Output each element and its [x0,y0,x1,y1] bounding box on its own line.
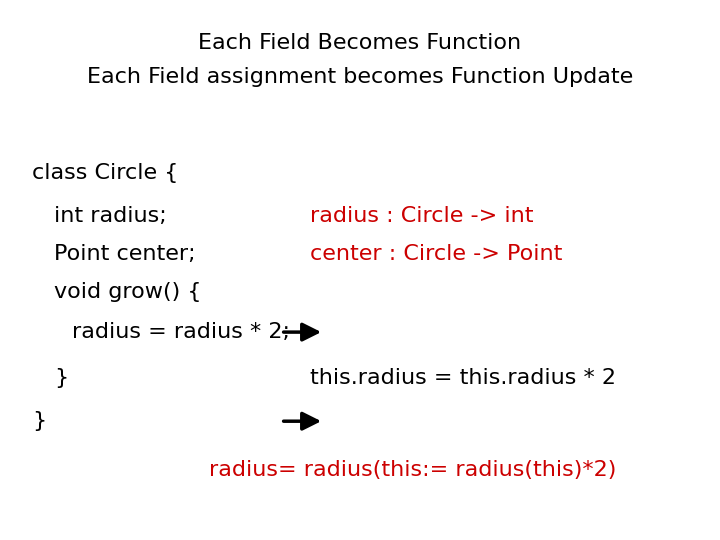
Text: Point center;: Point center; [54,244,196,264]
Text: void grow() {: void grow() { [54,281,202,302]
Text: radius= radius(this:= radius(this)*2): radius= radius(this:= radius(this)*2) [209,460,616,480]
Text: }: } [54,368,68,388]
Text: Each Field assignment becomes Function Update: Each Field assignment becomes Function U… [87,66,633,87]
Text: class Circle {: class Circle { [32,163,179,183]
Text: int radius;: int radius; [54,206,167,226]
Text: Each Field Becomes Function: Each Field Becomes Function [199,33,521,53]
Text: }: } [32,411,47,431]
Text: center : Circle -> Point: center : Circle -> Point [310,244,562,264]
Text: this.radius = this.radius * 2: this.radius = this.radius * 2 [310,368,616,388]
Text: radius = radius * 2;: radius = radius * 2; [72,322,290,342]
Text: radius : Circle -> int: radius : Circle -> int [310,206,533,226]
